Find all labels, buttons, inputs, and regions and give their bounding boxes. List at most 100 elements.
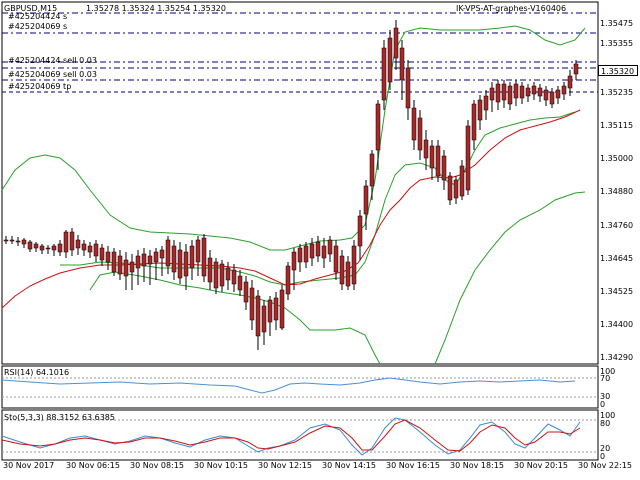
candle-body (117, 255, 123, 275)
order-label[interactable]: #425204069 s (8, 22, 68, 31)
candle-body (33, 243, 39, 249)
order-label[interactable]: #425204424 sell 0.03 (8, 56, 97, 65)
candle-body (483, 95, 489, 111)
candle-body (159, 249, 165, 259)
candle-body (333, 245, 339, 273)
candle-body (75, 239, 81, 249)
candle-body (435, 145, 441, 177)
price-tick: 1.35475 (600, 19, 634, 28)
candle-body (423, 139, 429, 159)
candle-body (291, 251, 297, 271)
candle-body (417, 117, 423, 151)
candle-body (411, 107, 417, 141)
candle-body (519, 85, 525, 99)
candle-body (369, 153, 375, 187)
candle-body (243, 281, 249, 303)
sto-signal-line (1, 419, 581, 452)
rsi-label: RSI(14) 64.1016 (4, 368, 70, 377)
candle-body (9, 239, 15, 242)
candle-body (21, 239, 27, 245)
order-label[interactable]: #425204069 tp (8, 82, 72, 91)
price-tick: 1.34290 (600, 353, 634, 362)
bollinger-lower-2 (434, 191, 586, 365)
candle-body (327, 239, 333, 255)
stoch-frame (1, 409, 599, 461)
stoch-tick: 80 (600, 419, 611, 428)
candle-body (501, 83, 507, 101)
candle-body (543, 89, 549, 101)
main-chart-frame (1, 1, 599, 365)
candle-body (111, 251, 117, 273)
candle-body (363, 185, 369, 215)
time-tick: 30 Nov 10:15 (194, 461, 248, 470)
price-tick: 1.35000 (600, 154, 634, 163)
candle-body (147, 255, 153, 265)
candle-body (171, 245, 177, 273)
rsi-frame (1, 365, 599, 409)
candle-body (495, 83, 501, 103)
candle-body (201, 237, 207, 277)
candle-body (453, 179, 459, 199)
stoch-tick: 20 (600, 444, 611, 453)
price-tick: 1.34645 (600, 254, 634, 263)
candle-body (441, 155, 447, 181)
candle-body (525, 87, 531, 97)
candle-body (399, 47, 405, 81)
candle-body (69, 231, 75, 251)
candle-body (489, 87, 495, 101)
bollinger-upper (1, 25, 586, 251)
candle-body (63, 231, 69, 253)
candle-body (261, 305, 267, 333)
rsi-tick: 70 (600, 374, 611, 383)
price-tick: 1.35355 (600, 39, 634, 48)
price-tick: 1.35115 (600, 121, 634, 130)
candle-body (381, 47, 387, 101)
order-label[interactable]: #425204424 s (8, 12, 68, 21)
candle-body (471, 103, 477, 141)
candle-body (537, 87, 543, 97)
price-tick: 1.34880 (600, 187, 634, 196)
rsi-tick: 30 (600, 392, 611, 401)
candle-body (447, 175, 453, 201)
candle-body (81, 243, 87, 251)
stoch-tick: 0 (600, 452, 606, 461)
candle-body (57, 243, 63, 253)
rsi-tick: 0 (600, 400, 606, 409)
candle-body (195, 239, 201, 263)
candle-body (219, 263, 225, 287)
candle-body (177, 249, 183, 279)
candle-body (429, 145, 435, 169)
candle-body (285, 265, 291, 295)
bollinger-lower (89, 271, 381, 365)
candle-body (375, 103, 381, 151)
candle-body (135, 255, 141, 269)
time-tick: 30 Nov 2017 (3, 461, 55, 470)
candle-body (273, 297, 279, 321)
candle-body (249, 287, 255, 321)
candle-body (255, 295, 261, 337)
candle-body (405, 67, 411, 109)
sto-main-line (1, 417, 581, 456)
indicator-name: IK-VPS-AT-graphes-V160406 (456, 4, 567, 13)
candle-body (309, 243, 315, 259)
candle-body (93, 243, 99, 257)
candle-body (459, 165, 465, 197)
candle-body (189, 245, 195, 269)
candle-body (321, 245, 327, 259)
candle-body (393, 27, 399, 59)
candle-body (39, 245, 45, 251)
candle-body (165, 239, 171, 267)
candle-body (27, 241, 33, 250)
candle-body (477, 99, 483, 121)
candle-body (279, 289, 285, 329)
stoch-label: Sto(5,3,3) 88.3152 63.6385 (4, 413, 115, 422)
candle-body (303, 245, 309, 263)
order-label[interactable]: #425204069 sell 0.03 (8, 70, 97, 79)
time-tick: 30 Nov 12:15 (258, 461, 312, 470)
candle-body (105, 251, 111, 263)
price-tick: 1.35235 (600, 88, 634, 97)
candle-body (357, 215, 363, 247)
candle-body (207, 257, 213, 283)
candle-body (267, 299, 273, 323)
